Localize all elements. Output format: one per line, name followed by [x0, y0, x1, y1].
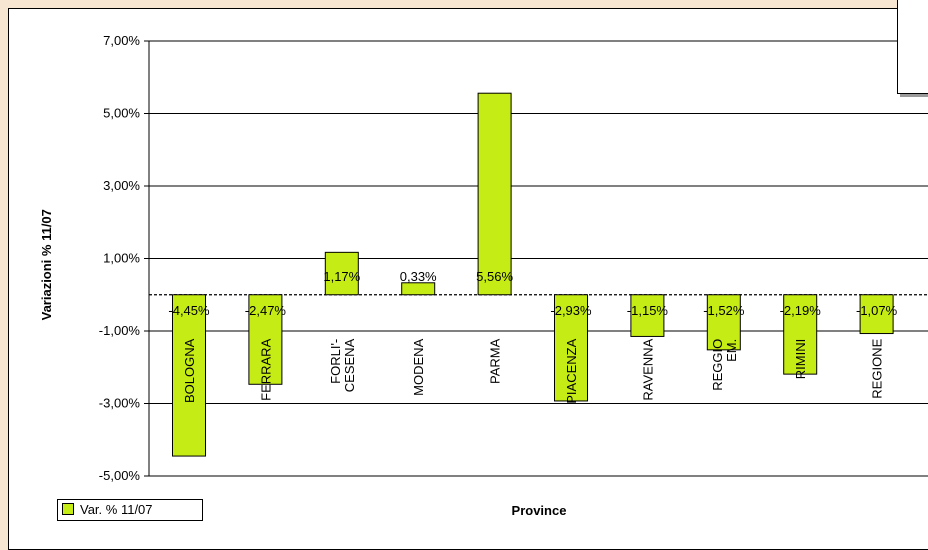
- x-tick-label: RIMINI: [793, 339, 808, 379]
- bar: [248, 294, 283, 385]
- data-label: -2,19%: [780, 303, 822, 318]
- data-label: -2,93%: [550, 303, 592, 318]
- data-label: 1,17%: [323, 269, 360, 284]
- y-tick-label: -1,00%: [99, 323, 141, 338]
- y-axis-title: Variazioni % 11/07: [39, 209, 54, 320]
- x-tick-label: FORLI'-CESENA: [328, 338, 357, 392]
- svg-text:PIACENZA: PIACENZA: [564, 338, 579, 403]
- bar: [477, 92, 512, 296]
- bar: [859, 294, 894, 335]
- bar: [706, 294, 741, 351]
- x-axis-title: Province: [512, 503, 567, 518]
- x-tick-label: PIACENZA: [564, 338, 579, 403]
- bar: [783, 294, 818, 375]
- chart-frame: 7,00% 5,00% 3,00% 1,00% -1,00% -3,00% -5,00% -4…: [8, 8, 928, 550]
- bar: [172, 294, 206, 457]
- bar: [401, 282, 436, 296]
- bar: [554, 294, 588, 402]
- bar: [630, 294, 665, 337]
- x-tick-label: MODENA: [411, 338, 426, 395]
- svg-text:FORLI'-CESENA: FORLI'-CESENA: [328, 338, 357, 392]
- svg-text:REGIONE: REGIONE: [870, 338, 885, 398]
- data-label: -4,45%: [168, 303, 210, 318]
- y-tick-label: -3,00%: [99, 396, 141, 411]
- data-label: -1,07%: [856, 303, 898, 318]
- svg-text:RAVENNA: RAVENNA: [640, 338, 655, 400]
- chart-plot: 7,00% 5,00% 3,00% 1,00% -1,00% -3,00% -5,00% -4…: [39, 33, 928, 518]
- bar: [324, 251, 359, 296]
- y-tick-label: -5,00%: [99, 468, 141, 483]
- x-tick-label: FERRARA: [258, 338, 273, 400]
- x-tick-label: PARMA: [488, 338, 503, 384]
- data-label: 5,56%: [476, 269, 513, 284]
- data-label: -1,15%: [627, 303, 669, 318]
- svg-text:REGGIOEM.: REGGIOEM.: [710, 339, 739, 391]
- legend-box-topright: [897, 0, 928, 94]
- y-tick-label: 5,00%: [103, 106, 140, 121]
- x-tick-label: REGIONE: [870, 338, 885, 398]
- legend: Var. % 11/07: [57, 499, 203, 521]
- svg-text:PARMA: PARMA: [488, 338, 503, 384]
- x-tick-label: REGGIOEM.: [710, 339, 739, 391]
- svg-text:RIMINI: RIMINI: [793, 339, 808, 379]
- legend-label: Var. % 11/07: [80, 502, 153, 517]
- y-tick-label: 1,00%: [103, 251, 140, 266]
- data-label: 0,33%: [400, 269, 437, 284]
- data-label: -2,47%: [245, 303, 287, 318]
- x-tick-label: RAVENNA: [640, 338, 655, 400]
- svg-text:FERRARA: FERRARA: [258, 338, 273, 400]
- svg-text:BOLOGNA: BOLOGNA: [182, 338, 197, 403]
- y-tick-label: 7,00%: [103, 33, 140, 48]
- svg-text:MODENA: MODENA: [411, 338, 426, 395]
- y-tick-label: 3,00%: [103, 178, 140, 193]
- x-tick-label: BOLOGNA: [182, 338, 197, 403]
- legend-swatch: [62, 503, 74, 515]
- data-label: -1,52%: [703, 303, 745, 318]
